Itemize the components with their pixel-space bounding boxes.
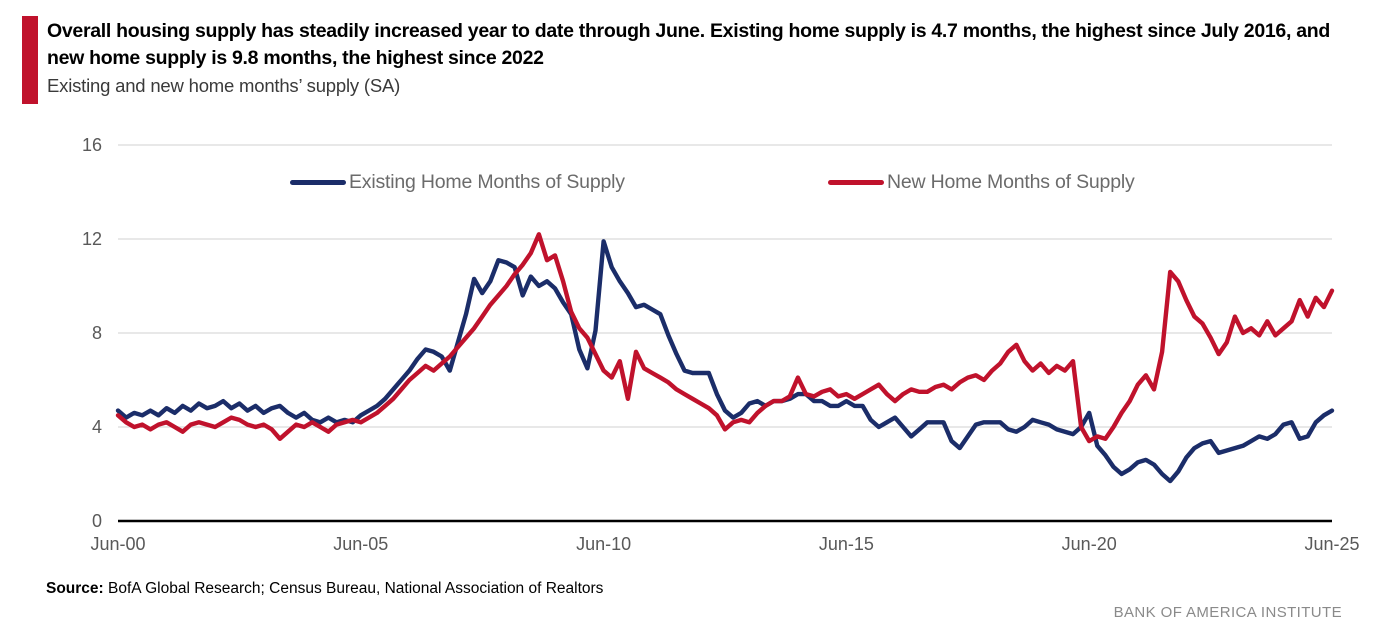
x-tick-label-Jun-25: Jun-25: [1304, 534, 1359, 554]
legend-entry-existing: Existing Home Months of Supply: [290, 170, 625, 194]
chart-subtitle: Existing and new home months’ supply (SA…: [47, 74, 401, 96]
chart-legend: Existing Home Months of Supply New Home …: [0, 170, 1384, 194]
x-tick-label-Jun-20: Jun-20: [1062, 534, 1117, 554]
legend-entry-new: New Home Months of Supply: [828, 170, 1135, 194]
y-tick-label-12: 12: [82, 229, 102, 249]
title-block: Overall housing supply has steadily incr…: [47, 18, 1367, 97]
series-line-existing: [115, 239, 1335, 484]
y-tick-label-4: 4: [92, 417, 102, 437]
y-tick-label-0: 0: [92, 511, 102, 531]
x-tick-label-Jun-05: Jun-05: [333, 534, 388, 554]
x-tick-label-Jun-00: Jun-00: [90, 534, 145, 554]
source-text: BofA Global Research; Census Bureau, Nat…: [103, 580, 604, 597]
x-tick-label-Jun-10: Jun-10: [576, 534, 631, 554]
legend-label-new: New Home Months of Supply: [887, 170, 1135, 193]
new-series-swatch: [828, 179, 884, 185]
existing-series-swatch: [290, 179, 346, 185]
y-tick-label-8: 8: [92, 323, 102, 343]
x-tick-label-Jun-15: Jun-15: [819, 534, 874, 554]
y-tick-label-16: 16: [82, 135, 102, 155]
brand-footer: BANK OF AMERICA INSTITUTE: [1113, 604, 1342, 621]
legend-label-existing: Existing Home Months of Supply: [349, 170, 625, 193]
chart-title: Overall housing supply has steadily incr…: [47, 20, 1330, 69]
title-accent-bar: [22, 16, 38, 104]
source-note: Source: BofA Global Research; Census Bur…: [46, 580, 603, 598]
series-line-new: [115, 232, 1335, 444]
source-label: Source:: [46, 580, 104, 597]
